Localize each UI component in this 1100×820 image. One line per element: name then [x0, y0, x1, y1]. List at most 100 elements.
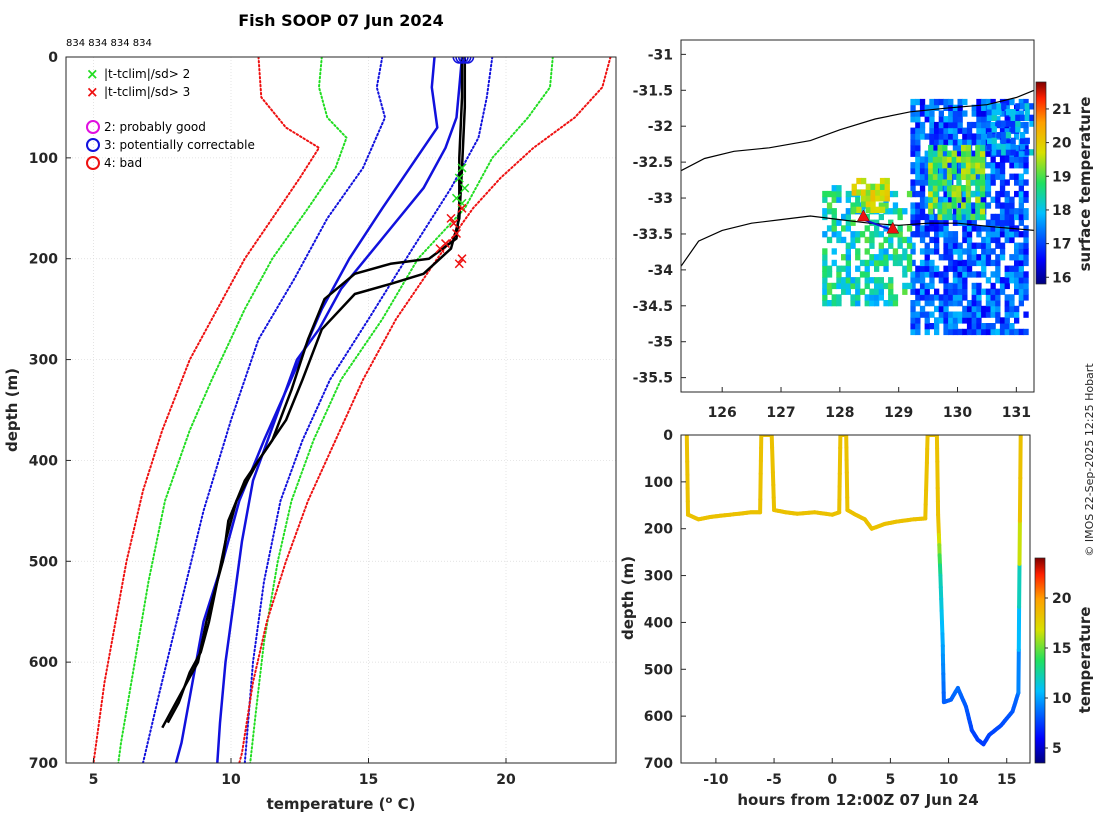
sst-pixel: [883, 259, 889, 267]
sst-pixel: [995, 213, 1001, 221]
sst-pixel: [942, 144, 948, 152]
sst-pixel: [962, 225, 968, 232]
sst-pixel: [995, 236, 1001, 244]
timeseries-ytick-label: 0: [663, 428, 673, 444]
sst-pixel: [870, 189, 876, 196]
sst-pixel: [883, 236, 889, 244]
temperature-colorbar-ticks: 5 10 15 20: [1045, 591, 1072, 757]
sst-pixel: [985, 202, 992, 209]
sst-pixel: [874, 294, 880, 301]
sst-pixel: [962, 271, 968, 278]
sst-pixel: [831, 213, 837, 221]
sst-pixel: [929, 236, 935, 244]
sst-pixel: [861, 177, 867, 185]
sst-pixel: [976, 300, 982, 307]
sst-pixel: [985, 162, 992, 169]
sst-pixel: [928, 208, 934, 215]
sst-pixel: [888, 300, 894, 307]
sst-pixel: [928, 162, 934, 169]
sst-pixel: [1023, 236, 1029, 244]
sst-pixel: [981, 133, 987, 140]
timeseries-xlabel: hours from 12:00Z 07 Jun 24: [737, 791, 978, 809]
sst-pixel: [910, 277, 916, 284]
sst-pixel: [906, 225, 913, 232]
sst-pixel: [957, 265, 963, 272]
map-ticks: 126 127 128 129 130 131 -31 -31.5 -32 -32.5 -33 -33…: [633, 47, 1031, 421]
sst-pixel: [883, 265, 889, 272]
sst-pixel: [879, 206, 886, 213]
sst-pixel: [981, 98, 987, 106]
sst-pixel: [985, 323, 992, 330]
sst-pixel: [943, 265, 949, 272]
sst-pixel: [961, 144, 967, 152]
sst-pixel: [841, 236, 847, 244]
blue-circle-icon: [86, 138, 100, 152]
sst-pixel: [1018, 282, 1024, 290]
sst-pixel: [986, 114, 993, 121]
sst-pixel: [910, 305, 916, 313]
sst-pixel: [924, 104, 930, 111]
sst-pixel: [1015, 120, 1021, 127]
sst-pixel: [942, 156, 948, 163]
sst-pixel: [985, 328, 992, 336]
sst-pixel: [897, 259, 903, 267]
sst-pixel: [975, 162, 981, 169]
sst-pixel: [915, 167, 921, 175]
sst-pixel: [943, 173, 949, 180]
sst-pixel: [966, 265, 973, 272]
sst-pixel: [1018, 110, 1024, 117]
sst-pixel: [915, 328, 921, 336]
sst-pixel: [990, 231, 996, 238]
sst-pixel: [915, 162, 921, 169]
sst-pixel: [948, 98, 954, 106]
sst-pixel: [952, 110, 959, 117]
sst-pixel: [995, 254, 1001, 261]
sst-pixel: [948, 139, 954, 146]
sst-pixel: [1014, 288, 1020, 295]
sst-pixel: [919, 231, 926, 238]
sst-pixel: [929, 225, 935, 232]
sst-pixel: [966, 305, 973, 313]
sst-pixel: [990, 196, 996, 203]
sst-pixel: [864, 294, 870, 301]
sst-pixel: [990, 98, 996, 106]
sst-pixel: [999, 282, 1006, 290]
map-coastlines: [681, 89, 1034, 267]
sst-pixel: [841, 254, 847, 261]
sst-pixel: [956, 196, 962, 203]
sst-pixel: [845, 277, 851, 284]
sst-pixel: [957, 311, 963, 318]
sst-pixel: [919, 127, 926, 134]
sst-pixel: [915, 300, 921, 307]
sst-pixel: [975, 213, 981, 221]
sst-pixel: [1014, 213, 1020, 221]
sst-pixel: [910, 202, 916, 209]
sst-pixel: [938, 225, 944, 232]
sst-pixel: [986, 137, 993, 144]
sst-pixel: [1023, 196, 1029, 203]
sst-pixel: [965, 202, 972, 209]
sst-pixel: [990, 323, 996, 330]
sst-pixel: [938, 305, 944, 313]
sst-pixel: [1009, 311, 1015, 318]
sst-pixel: [869, 294, 875, 301]
sst-pixel: [952, 231, 959, 238]
sst-pixel: [1014, 110, 1020, 117]
sst-pixel: [995, 167, 1001, 175]
sst-pixel: [822, 265, 828, 272]
sst-pixel: [952, 121, 959, 129]
red-circle-icon: [86, 156, 100, 170]
sst-pixel: [996, 143, 1002, 150]
sst-pixel: [902, 282, 908, 290]
sst-pixel: [845, 242, 851, 249]
sst-pixel: [979, 208, 986, 215]
sst-pixel: [864, 282, 870, 290]
sst-pixel: [888, 288, 894, 295]
legend-label-flag3: 3: potentially correctable: [104, 138, 255, 152]
sst-pixel: [845, 288, 851, 295]
sst-pixel: [932, 156, 939, 163]
sst-pixel: [985, 236, 992, 244]
legend-item-sd3: × |t-tclim|/sd> 3: [86, 83, 190, 101]
sst-pixel: [1018, 300, 1024, 307]
sst-pixel: [999, 162, 1006, 169]
